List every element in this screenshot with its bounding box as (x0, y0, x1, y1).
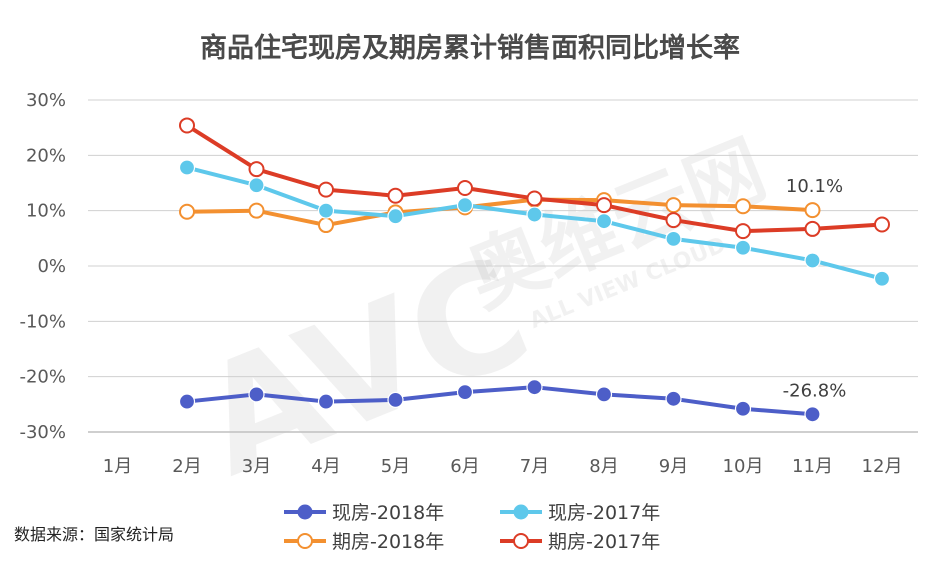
legend-swatch-marker (297, 533, 313, 549)
data-point (665, 230, 682, 247)
data-point (734, 400, 752, 417)
legend-label: 期房-2018年 (332, 531, 444, 553)
data-point (595, 213, 613, 230)
data-point (178, 393, 196, 410)
y-tick-label: 0% (37, 256, 66, 277)
data-point (179, 117, 195, 134)
data-point (456, 384, 474, 401)
source-note: 数据来源：国家统计局 (14, 525, 174, 544)
y-tick-label: -20% (19, 367, 66, 388)
x-tick-label: 5月 (381, 456, 410, 477)
x-tick-label: 4月 (311, 456, 340, 477)
x-tick-label: 1月 (103, 456, 132, 477)
watermark: AVC 奥维云网 ALL VIEW CLOUD (178, 124, 777, 510)
data-point (665, 197, 682, 214)
x-tick-label: 3月 (242, 456, 271, 477)
data-point (734, 239, 752, 256)
data-point (248, 161, 265, 178)
y-tick-label: 20% (26, 145, 66, 166)
series-layer (178, 117, 891, 423)
data-point (526, 206, 543, 223)
data-point (595, 386, 613, 403)
data-point (248, 386, 265, 403)
y-tick-label: -10% (19, 311, 66, 332)
data-point (457, 179, 473, 196)
y-tick-label: 30% (26, 90, 66, 111)
data-point (387, 187, 404, 204)
series-3 (179, 117, 890, 240)
legend-label: 现房-2018年 (332, 502, 444, 524)
data-point (873, 270, 891, 287)
legend-item: 现房-2017年 (500, 502, 660, 524)
legend-swatch-marker (513, 504, 529, 520)
data-point (178, 159, 196, 176)
x-tick-label: 8月 (589, 456, 618, 477)
data-point (526, 190, 543, 207)
legend-swatch-marker (297, 504, 313, 520)
data-point (665, 212, 682, 229)
x-tick-label: 6月 (450, 456, 479, 477)
data-point (317, 393, 335, 410)
y-tick-label: 10% (26, 201, 66, 222)
legend-label: 期房-2017年 (548, 531, 660, 553)
y-axis-ticks: 30% 20% 10% 0% -10% -20% -30% (19, 90, 66, 443)
data-point (248, 202, 265, 219)
series-line (186, 197, 813, 228)
data-label: -26.8% (783, 380, 847, 401)
x-tick-label: 7月 (520, 456, 549, 477)
legend-swatch-marker (513, 533, 529, 549)
x-tick-label: 11月 (792, 456, 833, 477)
data-point (387, 391, 404, 409)
data-point (317, 202, 335, 219)
legend-item: 现房-2018年 (284, 502, 444, 524)
x-tick-label: 9月 (659, 456, 688, 477)
data-point (387, 208, 404, 225)
data-point (804, 202, 821, 219)
data-point (874, 216, 890, 233)
data-point (179, 203, 195, 220)
data-point (735, 198, 751, 215)
data-point (248, 177, 265, 194)
series-1 (178, 159, 891, 287)
x-tick-label: 2月 (172, 456, 201, 477)
legend-item: 期房-2018年 (284, 531, 444, 553)
data-point (665, 390, 682, 407)
x-axis-ticks: 1月 2月 3月 4月 5月 6月 7月 8月 9月 10月 11月 12月 (103, 456, 903, 477)
data-point (318, 181, 334, 198)
data-point (804, 406, 821, 423)
data-point (596, 197, 612, 214)
series-line (186, 385, 813, 417)
data-label: 10.1% (786, 176, 843, 197)
data-point (735, 223, 751, 240)
legend-item: 期房-2017年 (500, 531, 660, 553)
series-0 (178, 379, 821, 423)
data-point (318, 217, 334, 234)
y-tick-label: -30% (19, 422, 66, 443)
data-point (804, 252, 821, 269)
data-point (526, 379, 543, 396)
x-tick-label: 10月 (723, 456, 764, 477)
data-point (804, 220, 821, 237)
legend-label: 现房-2017年 (548, 502, 660, 524)
data-point (456, 197, 474, 214)
chart-title: 商品住宅现房及期房累计销售面积同比增长率 (200, 32, 740, 64)
x-tick-label: 12月 (862, 456, 903, 477)
annotation-layer: 10.1% -26.8% (783, 176, 847, 401)
